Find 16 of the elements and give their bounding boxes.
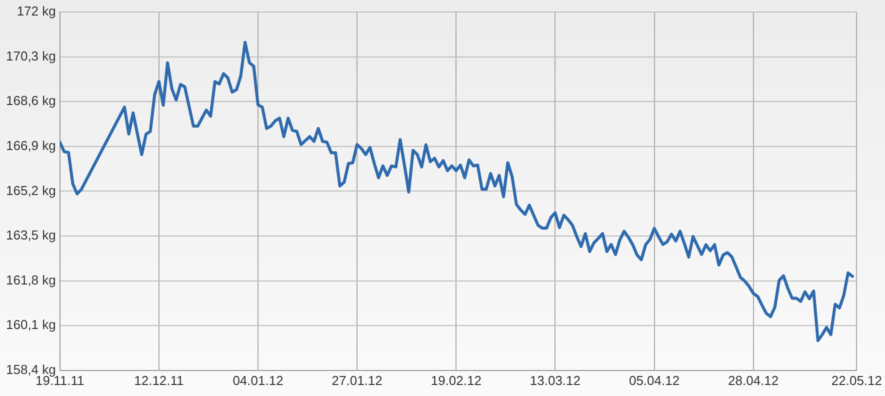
y-tick-label: 161,8 kg (6, 272, 56, 288)
x-tick-label: 13.03.12 (530, 372, 580, 388)
y-tick-label: 170,3 kg (6, 48, 56, 64)
y-tick-label: 165,2 kg (6, 182, 56, 198)
x-tick-label: 27.01.12 (332, 372, 382, 388)
y-tick-label: 172 kg (16, 4, 56, 19)
x-tick-label: 19.02.12 (430, 372, 482, 388)
y-tick-label: 168,6 kg (6, 93, 56, 108)
x-tick-label: 28.04.12 (728, 372, 779, 388)
x-tick-label: 22.05.12 (831, 372, 882, 388)
x-tick-label: 05.04.12 (628, 372, 680, 388)
x-tick-label: 12.12.11 (134, 372, 184, 388)
y-tick-label: 160,1 kg (6, 317, 56, 332)
y-tick-label: 163,5 kg (6, 228, 56, 243)
y-tick-label: 166,9 kg (6, 138, 56, 153)
x-tick-label: 04.01.12 (232, 372, 284, 388)
